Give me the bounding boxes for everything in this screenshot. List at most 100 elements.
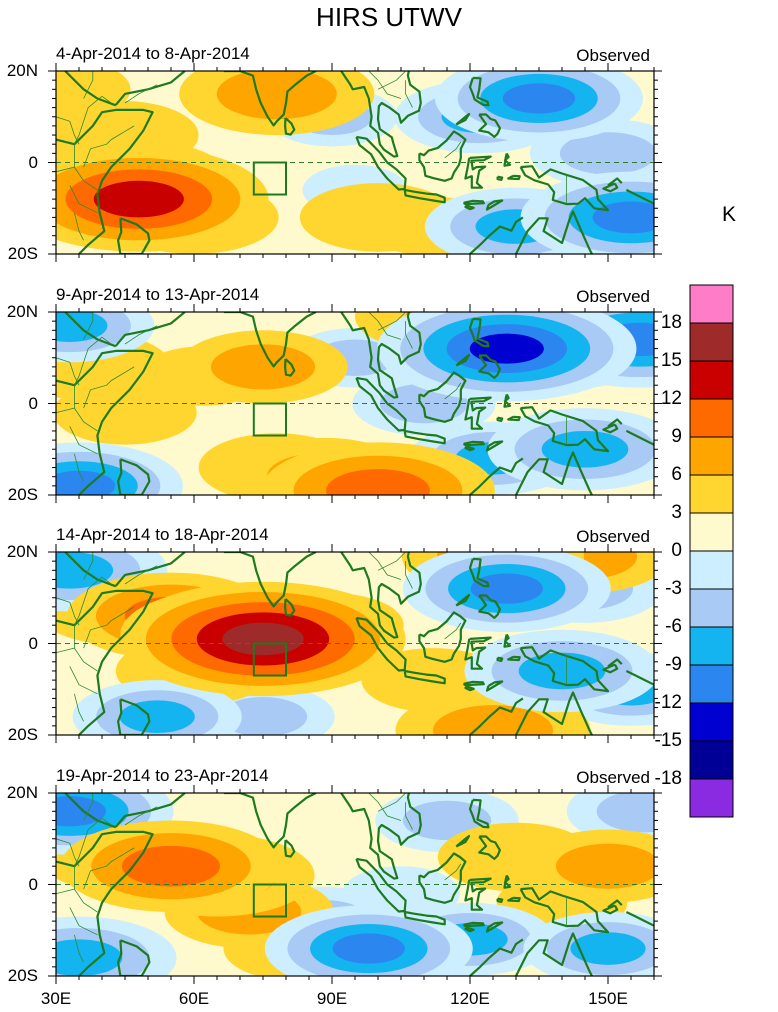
- coastline: [485, 921, 504, 933]
- coastline: [462, 199, 485, 206]
- coastline: [602, 663, 619, 674]
- coastline: [507, 655, 521, 662]
- country-border: [56, 838, 80, 867]
- y-tick-label: 0: [28, 393, 38, 413]
- country-border: [405, 321, 413, 349]
- country-border: [69, 185, 98, 214]
- coastline: [602, 182, 619, 193]
- coastline: [455, 834, 471, 848]
- coastline: [519, 887, 610, 934]
- colorbar-swatch: [689, 626, 734, 666]
- coastline: [519, 646, 610, 693]
- anomaly-contour: [56, 796, 106, 827]
- coastline: [56, 589, 154, 735]
- anomaly-contour: [570, 932, 646, 965]
- panel-period-label: 14-Apr-2014 to 18-Apr-2014: [56, 525, 269, 544]
- country-border: [56, 116, 80, 145]
- x-tick-label: 150E: [588, 989, 628, 1008]
- coastline: [464, 926, 475, 933]
- coastline: [284, 358, 296, 377]
- coastline: [418, 852, 467, 904]
- coastline: [478, 594, 501, 620]
- panel-period-label: 4-Apr-2014 to 8-Apr-2014: [56, 44, 250, 63]
- coastline: [496, 175, 504, 181]
- coastline: [64, 71, 117, 107]
- country-border: [74, 336, 112, 409]
- colorbar-tick-label: 6: [671, 464, 682, 485]
- coastline: [515, 691, 593, 735]
- colorbar-swatch: [689, 284, 734, 324]
- anomaly-contour: [559, 132, 654, 175]
- country-border: [74, 934, 84, 963]
- country-border: [69, 426, 98, 455]
- panel-period-label: 9-Apr-2014 to 13-Apr-2014: [56, 285, 260, 304]
- colorbar-swatch: [689, 474, 734, 514]
- coastline: [116, 698, 151, 735]
- coastline: [469, 938, 524, 976]
- coastline: [485, 440, 504, 452]
- panel-observed-label: Observed: [576, 46, 650, 65]
- coastline: [403, 188, 446, 204]
- coastline: [507, 415, 521, 422]
- country-border: [124, 806, 158, 826]
- coastline: [464, 636, 492, 670]
- y-tick-label: 0: [28, 152, 38, 172]
- colorbar-tick-label: 12: [660, 388, 682, 409]
- coastline: [223, 793, 317, 849]
- coastline: [607, 177, 623, 187]
- y-tick-label: 20N: [6, 783, 38, 802]
- colorbar-swatch: [689, 588, 734, 628]
- coastline: [56, 349, 154, 495]
- coastline: [223, 312, 317, 368]
- coastline: [478, 354, 501, 379]
- map-panel-3: [48, 544, 662, 743]
- colorbar-unit: K: [722, 203, 737, 226]
- anomaly-contour: [210, 344, 316, 390]
- colorbar-tick-label: -15: [654, 730, 682, 751]
- coastline: [503, 633, 512, 648]
- coastline: [355, 135, 407, 191]
- anomaly-contour: [502, 83, 576, 114]
- coastline: [403, 669, 446, 685]
- x-tick-label: 30E: [40, 989, 72, 1008]
- y-tick-label: 20S: [7, 725, 38, 744]
- y-tick-label: 0: [28, 874, 38, 894]
- anomaly-field: [56, 71, 654, 254]
- panel-observed-label: Observed: [576, 768, 650, 787]
- coastline: [496, 897, 504, 904]
- colorbar-swatch: [689, 664, 734, 704]
- colorbar-tick-label: -18: [654, 768, 682, 789]
- coastline: [455, 112, 471, 126]
- country-border: [83, 312, 94, 340]
- coastline: [464, 155, 492, 189]
- country-border: [74, 212, 84, 241]
- colorbar-swatch: [689, 778, 734, 818]
- colorbar-tick-label: -12: [654, 692, 682, 713]
- country-border: [405, 802, 413, 830]
- x-tick-label: 90E: [316, 989, 348, 1008]
- country-border: [83, 71, 94, 99]
- coastline: [519, 165, 610, 212]
- country-border: [56, 888, 98, 913]
- coastline: [284, 117, 296, 136]
- anomaly-contour: [596, 793, 654, 833]
- anomaly-contour: [222, 622, 304, 656]
- map-panel-2: [48, 304, 662, 503]
- country-border: [377, 71, 406, 90]
- region-box: [252, 161, 288, 196]
- coastline: [469, 697, 524, 735]
- coastline: [223, 71, 317, 127]
- country-border: [124, 325, 158, 345]
- coastline: [455, 593, 471, 607]
- country-border: [377, 552, 406, 571]
- coastline: [223, 552, 317, 608]
- country-border: [83, 125, 135, 168]
- coastlines: [56, 71, 654, 254]
- coastline: [515, 210, 593, 254]
- coastline: [464, 877, 492, 911]
- coastline: [403, 429, 446, 445]
- country-border: [377, 312, 406, 331]
- coastline: [340, 71, 422, 158]
- anomaly-contour: [555, 843, 654, 889]
